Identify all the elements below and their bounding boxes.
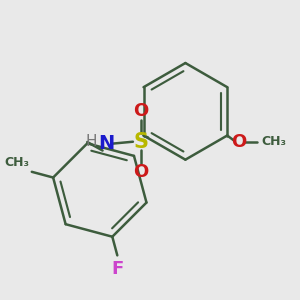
Text: S: S <box>134 132 149 152</box>
Text: CH₃: CH₃ <box>4 156 29 169</box>
Text: N: N <box>99 134 115 153</box>
Text: H: H <box>85 134 97 149</box>
Text: O: O <box>134 102 149 120</box>
Text: CH₃: CH₃ <box>261 135 286 148</box>
Text: O: O <box>134 163 149 181</box>
Text: F: F <box>111 260 123 278</box>
Text: O: O <box>232 133 247 151</box>
